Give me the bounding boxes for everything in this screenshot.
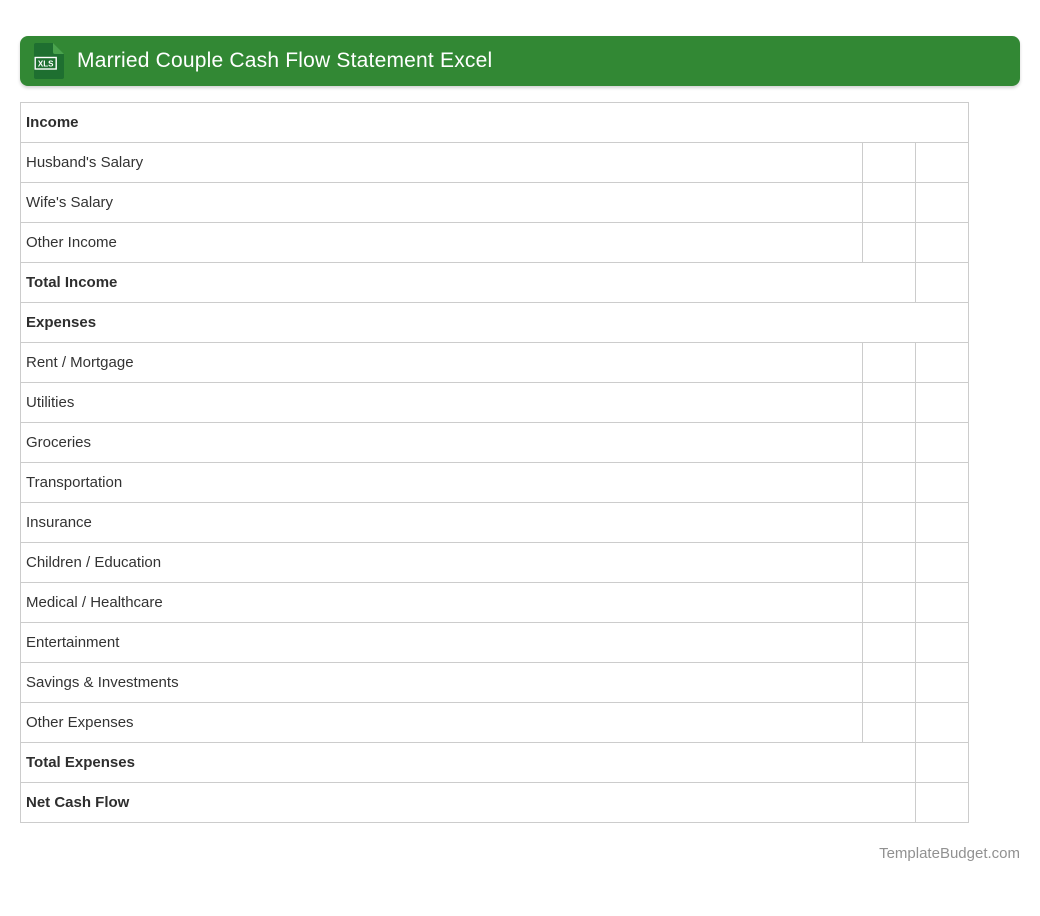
amount-cell	[862, 582, 916, 623]
amount-cell	[914, 742, 970, 783]
amount-cell	[914, 222, 970, 263]
table-row: Savings & Investments	[20, 662, 970, 703]
amount-cell	[914, 622, 970, 663]
table-row: Expenses	[19, 302, 970, 343]
amount-cell	[914, 662, 970, 703]
amount-cell	[914, 422, 970, 463]
amount-cell	[862, 142, 916, 183]
amount-cell	[862, 702, 916, 743]
row-label: Wife's Salary	[20, 182, 863, 223]
table-row: Groceries	[20, 422, 970, 463]
table-row: Net Cash Flow	[20, 782, 970, 823]
table-row: Transportation	[20, 462, 970, 503]
amount-cell	[862, 382, 916, 423]
amount-cell	[862, 222, 916, 263]
row-label: Other Income	[20, 222, 863, 263]
cash-flow-table-body: Income Husband's Salary Wife's Salary Other…	[19, 102, 970, 823]
cash-flow-table-wrap: Income Husband's Salary Wife's Salary Other…	[19, 102, 1020, 823]
amount-cell	[914, 462, 970, 503]
amount-cell	[862, 542, 916, 583]
table-row: Medical / Healthcare	[20, 582, 970, 623]
table-row: Total Expenses	[20, 742, 970, 783]
row-label: Total Income	[20, 262, 916, 303]
row-label: Medical / Healthcare	[20, 582, 863, 623]
amount-cell	[914, 582, 970, 623]
table-row: Entertainment	[20, 622, 970, 663]
amount-cell	[914, 502, 970, 543]
amount-cell	[914, 542, 970, 583]
row-label: Groceries	[20, 422, 863, 463]
page-title: Married Couple Cash Flow Statement Excel	[77, 49, 493, 72]
amount-cell	[862, 662, 916, 703]
footer: TemplateBudget.com	[20, 845, 1020, 863]
amount-cell	[862, 622, 916, 663]
table-row: Other Income	[20, 222, 970, 263]
row-label: Utilities	[20, 382, 863, 423]
footer-credit-link[interactable]: TemplateBudget.com	[879, 845, 1020, 862]
table-row: Insurance	[20, 502, 970, 543]
row-label: Expenses	[19, 302, 970, 343]
amount-cell	[914, 182, 970, 223]
row-label: Transportation	[20, 462, 863, 503]
row-label: Other Expenses	[20, 702, 863, 743]
xls-file-icon: XLS	[34, 43, 64, 79]
table-row: Utilities	[20, 382, 970, 423]
row-label: Total Expenses	[20, 742, 916, 783]
row-label: Net Cash Flow	[20, 782, 916, 823]
amount-cell	[914, 342, 970, 383]
row-label: Savings & Investments	[20, 662, 863, 703]
amount-cell	[914, 142, 970, 183]
header-banner: XLS Married Couple Cash Flow Statement E…	[20, 36, 1020, 86]
row-label: Children / Education	[20, 542, 863, 583]
row-label: Income	[19, 102, 970, 143]
amount-cell	[914, 782, 970, 823]
amount-cell	[862, 462, 916, 503]
amount-cell	[862, 342, 916, 383]
table-row: Wife's Salary	[20, 182, 970, 223]
row-label: Insurance	[20, 502, 863, 543]
amount-cell	[914, 702, 970, 743]
amount-cell	[862, 182, 916, 223]
amount-cell	[914, 382, 970, 423]
table-row: Total Income	[20, 262, 970, 303]
table-row: Income	[19, 102, 970, 143]
xls-icon-label: XLS	[38, 59, 54, 68]
table-row: Rent / Mortgage	[20, 342, 970, 383]
row-label: Rent / Mortgage	[20, 342, 863, 383]
table-row: Husband's Salary	[20, 142, 970, 183]
cash-flow-table: Income Husband's Salary Wife's Salary Other…	[19, 102, 970, 823]
amount-cell	[914, 262, 970, 303]
amount-cell	[862, 502, 916, 543]
table-row: Children / Education	[20, 542, 970, 583]
table-row: Other Expenses	[20, 702, 970, 743]
amount-cell	[862, 422, 916, 463]
row-label: Entertainment	[20, 622, 863, 663]
row-label: Husband's Salary	[20, 142, 863, 183]
